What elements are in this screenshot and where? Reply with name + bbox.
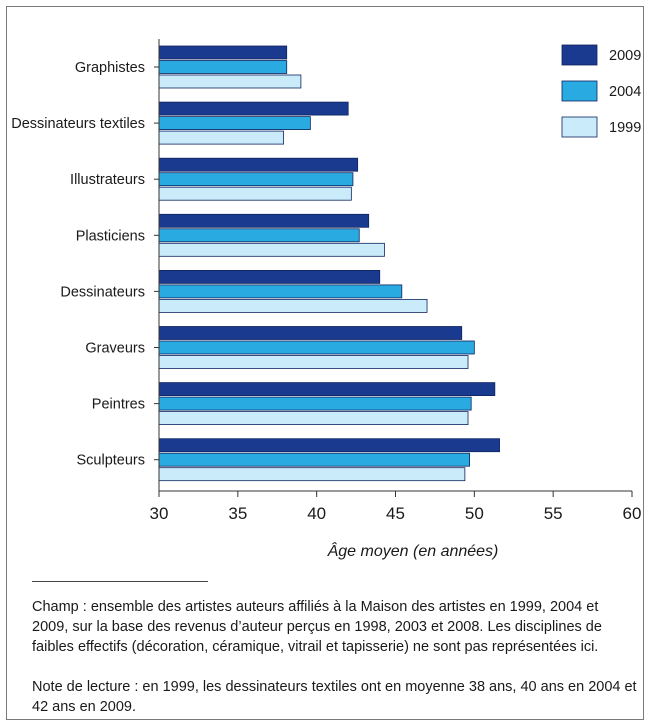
x-tick-label-60: 60 (623, 504, 642, 523)
bar-plasticiens-2009 (158, 213, 370, 228)
x-tick-label-50: 50 (465, 504, 484, 523)
bars-group (158, 45, 500, 482)
bar-dessinateurs-textiles-1999 (158, 130, 284, 145)
bar-graphistes-2004 (158, 60, 288, 74)
bar-illustrateurs-1999 (158, 186, 352, 201)
category-label-dessinateurs-textiles: Dessinateurs textiles (11, 116, 145, 132)
bar-dessinateurs-2009 (158, 269, 381, 284)
axes-group: 30 35 40 45 50 55 60 (150, 39, 642, 523)
x-tick-label-35: 35 (228, 504, 247, 523)
category-label-sculpteurs: Sculpteurs (76, 453, 145, 469)
bar-sculpteurs-2009 (158, 438, 500, 453)
category-label-dessinateurs: Dessinateurs (60, 284, 145, 300)
x-tick-label-55: 55 (544, 504, 563, 523)
legend-label-2004: 2004 (609, 84, 641, 100)
legend-swatch-1999 (561, 116, 598, 138)
legend-label-1999: 1999 (609, 120, 641, 136)
category-labels: Graphistes Dessinateurs textiles Illustrat… (11, 60, 145, 469)
bar-dessinateurs-1999 (158, 298, 428, 313)
legend-label-2009: 2009 (609, 48, 641, 64)
legend-swatch-2009 (561, 44, 598, 66)
bar-dessinateurs-2004 (158, 284, 403, 299)
note-champ: Champ : ensemble des artistes auteurs af… (32, 599, 602, 655)
bar-graveurs-2004 (158, 340, 475, 355)
bar-chart: Graphistes Dessinateurs textiles Illustrat… (11, 39, 642, 560)
category-label-graphistes: Graphistes (75, 60, 145, 76)
bar-dessinateurs-textiles-2009 (158, 101, 349, 116)
bar-sculpteurs-1999 (158, 467, 466, 482)
category-label-illustrateurs: Illustrateurs (70, 172, 145, 188)
bar-peintres-2004 (158, 396, 472, 411)
bar-plasticiens-1999 (158, 242, 385, 257)
legend: 2009 2004 1999 (561, 44, 641, 138)
bar-illustrateurs-2009 (158, 157, 359, 172)
category-label-peintres: Peintres (92, 397, 145, 413)
bar-graveurs-1999 (158, 355, 469, 369)
x-tick-label-45: 45 (386, 504, 405, 523)
x-axis-label: Âge moyen (en années) (327, 541, 499, 560)
bar-peintres-1999 (158, 411, 469, 426)
bar-sculpteurs-2004 (158, 452, 471, 467)
bar-peintres-2009 (158, 382, 496, 397)
figure-frame: Graphistes Dessinateurs textiles Illustrat… (6, 6, 644, 720)
bar-graphistes-1999 (158, 74, 302, 89)
category-label-plasticiens: Plasticiens (76, 228, 145, 244)
bar-dessinateurs-textiles-2004 (158, 116, 311, 130)
x-tick-label-40: 40 (307, 504, 326, 523)
bar-graphistes-2009 (158, 45, 288, 60)
notes-separator (32, 581, 208, 582)
category-label-graveurs: Graveurs (85, 341, 145, 357)
note-lecture: Note de lecture : en 1999, les dessinate… (32, 679, 637, 715)
x-tick-label-30: 30 (150, 504, 169, 523)
bar-plasticiens-2004 (158, 228, 360, 243)
legend-swatch-2004 (561, 80, 598, 102)
bar-graveurs-2009 (158, 326, 463, 340)
bar-illustrateurs-2004 (158, 172, 354, 187)
